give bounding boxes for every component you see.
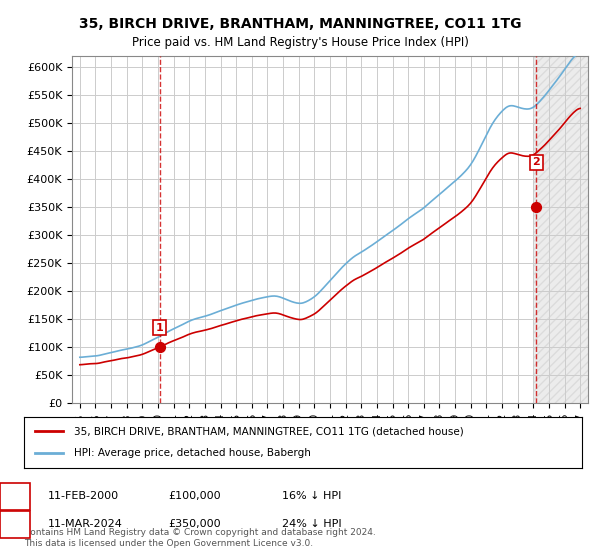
Text: Contains HM Land Registry data © Crown copyright and database right 2024.
This d: Contains HM Land Registry data © Crown c…	[24, 528, 376, 548]
Point	[532, 203, 541, 212]
Text: 24% ↓ HPI: 24% ↓ HPI	[282, 519, 341, 529]
Text: 1: 1	[11, 491, 19, 501]
Point	[155, 343, 164, 352]
Text: 16% ↓ HPI: 16% ↓ HPI	[282, 491, 341, 501]
Text: 11-FEB-2000: 11-FEB-2000	[48, 491, 119, 501]
Text: 2: 2	[532, 157, 540, 167]
Text: 2: 2	[11, 519, 19, 529]
Text: 1: 1	[156, 323, 164, 333]
Text: £350,000: £350,000	[168, 519, 221, 529]
Text: Price paid vs. HM Land Registry's House Price Index (HPI): Price paid vs. HM Land Registry's House …	[131, 36, 469, 49]
Text: £100,000: £100,000	[168, 491, 221, 501]
Text: 11-MAR-2024: 11-MAR-2024	[48, 519, 123, 529]
Text: HPI: Average price, detached house, Babergh: HPI: Average price, detached house, Babe…	[74, 449, 311, 459]
Text: 35, BIRCH DRIVE, BRANTHAM, MANNINGTREE, CO11 1TG: 35, BIRCH DRIVE, BRANTHAM, MANNINGTREE, …	[79, 17, 521, 31]
Text: 35, BIRCH DRIVE, BRANTHAM, MANNINGTREE, CO11 1TG (detached house): 35, BIRCH DRIVE, BRANTHAM, MANNINGTREE, …	[74, 426, 464, 436]
